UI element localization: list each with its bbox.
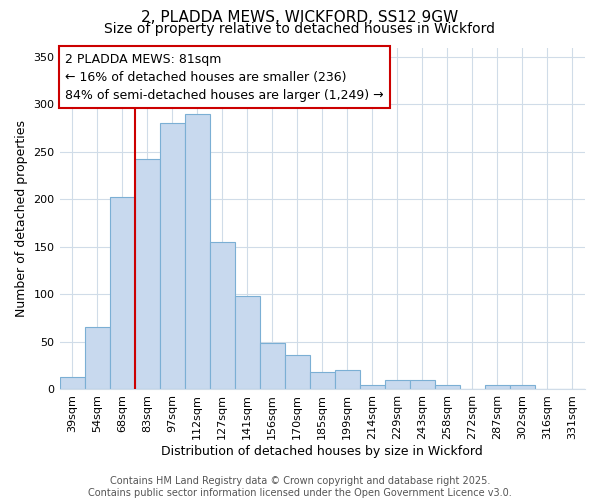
Text: Contains HM Land Registry data © Crown copyright and database right 2025.
Contai: Contains HM Land Registry data © Crown c… <box>88 476 512 498</box>
Bar <box>185 114 209 389</box>
Bar <box>85 328 110 389</box>
Bar <box>110 198 134 389</box>
Bar <box>59 376 85 389</box>
Bar <box>285 355 310 389</box>
Bar <box>260 344 285 389</box>
Bar <box>435 385 460 389</box>
Text: 2, PLADDA MEWS, WICKFORD, SS12 9GW: 2, PLADDA MEWS, WICKFORD, SS12 9GW <box>142 10 458 25</box>
Bar <box>134 160 160 389</box>
Bar <box>209 242 235 389</box>
Bar <box>160 124 185 389</box>
Bar <box>235 296 260 389</box>
Bar <box>360 385 385 389</box>
Bar <box>385 380 410 389</box>
Text: Size of property relative to detached houses in Wickford: Size of property relative to detached ho… <box>104 22 496 36</box>
Bar <box>335 370 360 389</box>
Bar <box>310 372 335 389</box>
Bar <box>510 385 535 389</box>
Bar <box>410 380 435 389</box>
X-axis label: Distribution of detached houses by size in Wickford: Distribution of detached houses by size … <box>161 444 483 458</box>
Y-axis label: Number of detached properties: Number of detached properties <box>15 120 28 316</box>
Text: 2 PLADDA MEWS: 81sqm
← 16% of detached houses are smaller (236)
84% of semi-deta: 2 PLADDA MEWS: 81sqm ← 16% of detached h… <box>65 52 383 102</box>
Bar <box>485 385 510 389</box>
